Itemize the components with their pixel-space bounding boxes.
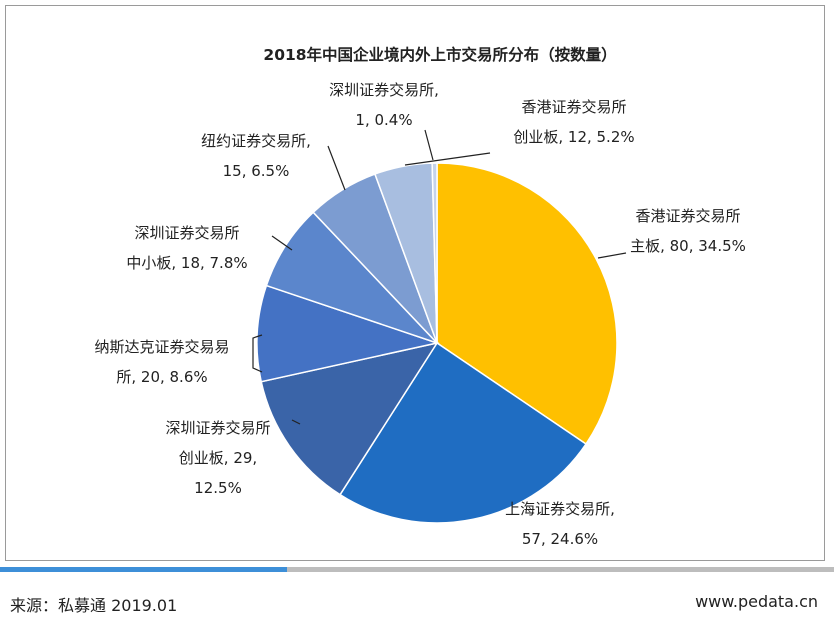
slice-label: 深圳证券交易所创业板, 29, 12.5% — [165, 419, 270, 497]
slice-label: 纽约证券交易所, 15, 6.5% — [201, 132, 311, 180]
slice-label: 上海证券交易所, 57, 24.6% — [505, 500, 615, 548]
slice-label-line: 15, 6.5% — [223, 162, 290, 180]
slice-label-line: 中小板, 18, 7.8% — [126, 254, 247, 272]
pie-slice — [436, 162, 618, 446]
leader-line — [252, 334, 263, 373]
footer-divider-bar — [287, 567, 834, 572]
slice-label-line: 纽约证券交易所, — [201, 132, 311, 150]
pie-slice — [260, 341, 439, 496]
slice-label-line: 香港证券交易所 — [521, 98, 626, 116]
slice-label: 深圳证券交易所, 1, 0.4% — [329, 81, 439, 129]
leader-line — [291, 419, 301, 425]
slice-label-line: 57, 24.6% — [522, 530, 598, 548]
slice-label-line: 所, 20, 8.6% — [116, 368, 207, 386]
slice-label-line: 深圳证券交易所 — [165, 419, 270, 437]
slice-label: 纳斯达克证券交易易所, 20, 8.6% — [94, 338, 229, 386]
footer-source: 来源：私募通 2019.01 — [10, 596, 178, 615]
chart-frame — [5, 5, 825, 561]
chart-title: 2018年中国企业境内外上市交易所分布（按数量） — [263, 45, 616, 64]
pie-slice — [256, 284, 440, 383]
slice-label-line: 香港证券交易所 — [635, 207, 740, 225]
slice-label-line: 创业板, 12, 5.2% — [513, 128, 634, 146]
slice-label-line: 主板, 80, 34.5% — [630, 237, 746, 255]
footer-url[interactable]: www.pedata.cn — [695, 592, 818, 611]
leader-line — [404, 152, 491, 166]
pie-slice — [339, 341, 588, 524]
slice-label-line: 深圳证券交易所 — [134, 224, 239, 242]
pie-slice — [431, 162, 438, 344]
leader-line — [271, 235, 293, 251]
slice-label-line: 创业板, 29, — [179, 449, 257, 467]
slice-label-line: 1, 0.4% — [355, 111, 412, 129]
slice-label-line: 12.5% — [194, 479, 242, 497]
slice-label: 深圳证券交易所中小板, 18, 7.8% — [126, 224, 247, 272]
slice-label-line: 上海证券交易所, — [505, 500, 615, 518]
slice-label-line: 纳斯达克证券交易易 — [94, 338, 229, 356]
footer-accent-bar — [0, 567, 287, 572]
slice-label: 香港证券交易所主板, 80, 34.5% — [630, 207, 746, 255]
leader-line — [424, 129, 434, 161]
leader-line — [597, 252, 627, 259]
leader-line — [327, 145, 346, 191]
slice-label: 香港证券交易所创业板, 12, 5.2% — [513, 98, 634, 146]
pie-chart: 2018年中国企业境内外上市交易所分布（按数量） 香港证券交易所主板, 80, … — [94, 45, 746, 548]
slice-label-line: 深圳证券交易所, — [329, 81, 439, 99]
